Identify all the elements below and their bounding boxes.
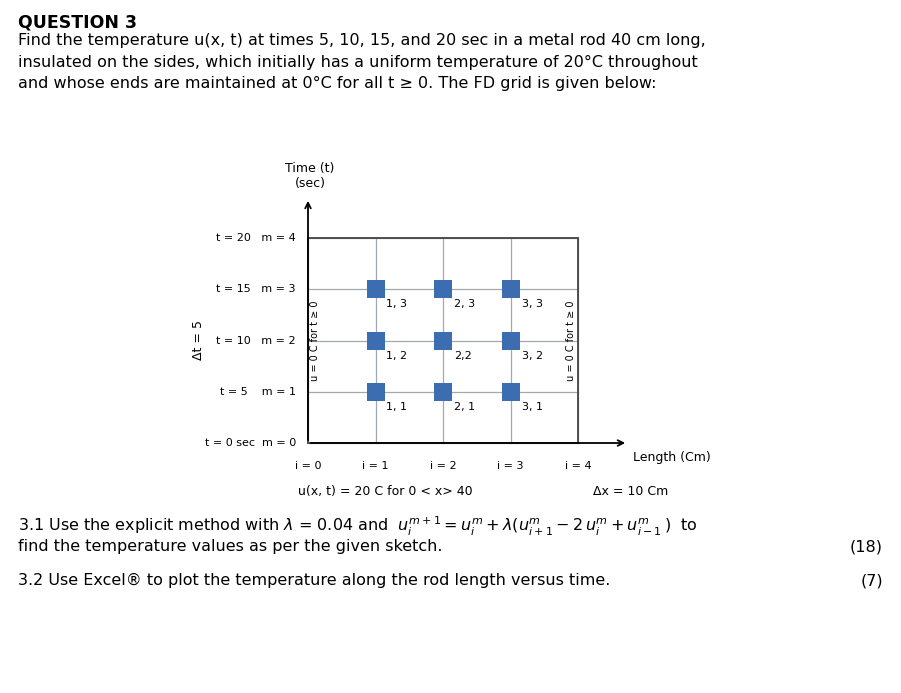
Bar <box>502 280 520 298</box>
Text: 3.2 Use Excel® to plot the temperature along the rod length versus time.: 3.2 Use Excel® to plot the temperature a… <box>18 573 610 588</box>
Text: 3, 2: 3, 2 <box>522 351 542 360</box>
Bar <box>434 331 452 349</box>
Text: i = 0: i = 0 <box>295 461 322 471</box>
Text: u = 0 C for t ≥ 0: u = 0 C for t ≥ 0 <box>310 300 320 380</box>
Bar <box>434 383 452 401</box>
Text: (18): (18) <box>850 539 883 554</box>
Text: i = 1: i = 1 <box>362 461 388 471</box>
Text: Length (Cm): Length (Cm) <box>633 452 711 464</box>
Text: (7): (7) <box>860 573 883 588</box>
Bar <box>367 383 385 401</box>
Text: t = 15   m = 3: t = 15 m = 3 <box>216 284 296 295</box>
Text: t = 0 sec  m = 0: t = 0 sec m = 0 <box>205 438 296 448</box>
Text: i = 2: i = 2 <box>430 461 456 471</box>
Text: 3, 3: 3, 3 <box>522 299 542 309</box>
Bar <box>367 280 385 298</box>
Text: u(x, t) = 20 C for 0 < x> 40: u(x, t) = 20 C for 0 < x> 40 <box>298 485 473 498</box>
Bar <box>308 238 578 443</box>
Text: 1, 1: 1, 1 <box>387 402 407 412</box>
Text: t = 5    m = 1: t = 5 m = 1 <box>220 387 296 397</box>
Text: i = 4: i = 4 <box>565 461 591 471</box>
Bar <box>434 280 452 298</box>
Text: Find the temperature u(x, t) at times 5, 10, 15, and 20 sec in a metal rod 40 cm: Find the temperature u(x, t) at times 5,… <box>18 33 705 91</box>
Text: 2, 3: 2, 3 <box>454 299 475 309</box>
Text: Δx = 10 Cm: Δx = 10 Cm <box>593 485 669 498</box>
Bar <box>502 383 520 401</box>
Text: 3.1 Use the explicit method with $\lambda$ = 0.04 and  $u_i^{m+1} = u_i^m + \lam: 3.1 Use the explicit method with $\lambd… <box>18 515 697 538</box>
Text: t = 10   m = 2: t = 10 m = 2 <box>216 335 296 346</box>
Text: 3, 1: 3, 1 <box>522 402 542 412</box>
Bar <box>367 331 385 349</box>
Text: 2,2: 2,2 <box>454 351 472 360</box>
Text: find the temperature values as per the given sketch.: find the temperature values as per the g… <box>18 539 442 554</box>
Text: 2, 1: 2, 1 <box>454 402 475 412</box>
Text: 1, 2: 1, 2 <box>387 351 407 360</box>
Text: u = 0 C for t ≥ 0: u = 0 C for t ≥ 0 <box>566 300 576 380</box>
Text: Time (t)
(sec): Time (t) (sec) <box>286 162 334 190</box>
Text: i = 3: i = 3 <box>497 461 523 471</box>
Text: QUESTION 3: QUESTION 3 <box>18 13 137 31</box>
Text: t = 20   m = 4: t = 20 m = 4 <box>216 233 296 243</box>
Text: Δt = 5: Δt = 5 <box>192 320 205 360</box>
Text: 1, 3: 1, 3 <box>387 299 407 309</box>
Bar <box>502 331 520 349</box>
